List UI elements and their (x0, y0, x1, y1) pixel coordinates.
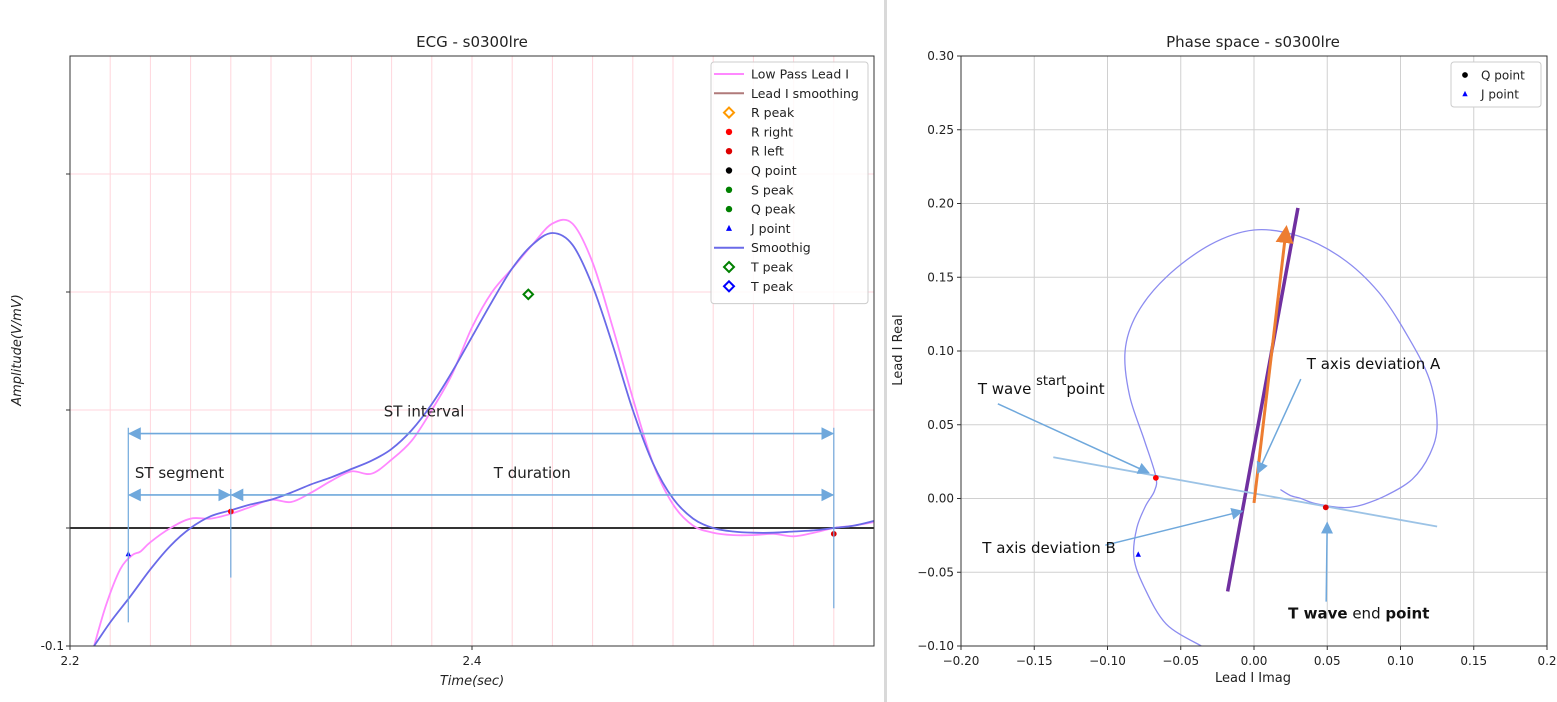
phase-annotation-label: T wave end point (1288, 605, 1429, 623)
ecg-legend-box (710, 61, 869, 305)
ecg-legend-swatch (726, 224, 732, 231)
phase-legend-label: Q point (1481, 69, 1525, 83)
phase-plot-area (1053, 207, 1438, 647)
ecg-legend-swatch (725, 186, 733, 193)
phase-x-axis-label: Lead I Imag (1215, 671, 1291, 686)
phase-y-tick-label: −0.10 (917, 639, 954, 653)
ecg-legend-swatch (722, 106, 736, 120)
phase-t-axis-line (1225, 207, 1300, 592)
ecg-chart-title: ECG - s0300lre (416, 33, 528, 51)
ecg-legend-label: S peak (751, 182, 794, 197)
phase-y-axis-label: Lead I Real (891, 314, 906, 385)
ecg-legend-swatch (722, 279, 736, 293)
phase-y-tick-label: 0.20 (927, 197, 954, 211)
phase-y-tick-label: 0.15 (927, 270, 954, 284)
ecg-legend: Low Pass Lead I Lead I smoothing R peak R r… (710, 61, 869, 305)
phase-x-tick-label: 0.15 (1460, 654, 1487, 668)
phase-annotation-label-part: point (1066, 380, 1104, 398)
phase-y-tick-label: 0.10 (927, 344, 954, 358)
ecg-legend-swatch (725, 205, 733, 213)
phase-annotation-arrow (1256, 378, 1302, 475)
phase-x-tick-label: −0.05 (1162, 654, 1199, 668)
ecg-legend-label: T peak (750, 279, 794, 294)
ecg-legend-label: J point (750, 221, 791, 236)
phase-legend-label: J point (1480, 88, 1519, 102)
panel-divider (884, 0, 887, 702)
ecg-x-tick-label: 2.4 (462, 654, 481, 668)
phase-x-tick-label: −0.20 (943, 654, 980, 668)
phase-x-tick-label: −0.15 (1016, 654, 1053, 668)
phase-x-tick-label: 0.00 (1241, 654, 1268, 668)
phase-annotation-arrow (1105, 507, 1244, 546)
ecg-ticks: 2.2 2.4 -0.1 (41, 173, 482, 668)
phase-annotation-label-part: end (1348, 605, 1386, 623)
phase-annotation-label-part: point (1385, 605, 1429, 623)
ecg-annotation-label: ST segment (135, 464, 224, 482)
phase-x-tick-label: −0.10 (1089, 654, 1126, 668)
phase-annotation-label-part: T wave (1288, 605, 1347, 623)
ecg-x-tick-label: 2.2 (60, 654, 79, 668)
ecg-legend-label: Smoothig (751, 240, 811, 255)
phase-y-tick-label: 0.25 (927, 123, 954, 137)
ecg-point-marker (522, 288, 535, 301)
ecg-legend-swatch (725, 128, 733, 136)
phase-legend: Q point J point (1450, 61, 1542, 108)
phase-annotation-arrow (997, 403, 1150, 474)
phase-annotation-arrow (1321, 521, 1334, 602)
ecg-series-line (93, 232, 875, 647)
phase-reference-line (1053, 456, 1438, 528)
phase-y-tick-label: 0.00 (927, 492, 954, 506)
ecg-legend-label: R left (751, 144, 784, 159)
ecg-annotation-label: T duration (493, 464, 571, 482)
phase-legend-swatch (1462, 72, 1468, 78)
phase-ticks: −0.20 −0.15 −0.10 −0.05 0.00 0.05 0.10 0.15 0.2 −… (917, 49, 1556, 668)
ecg-legend-label: Q point (751, 163, 797, 178)
phase-y-tick-label: −0.05 (917, 565, 954, 579)
ecg-legend-label: Low Pass Lead I (751, 67, 849, 82)
phase-x-tick-label: 0.05 (1314, 654, 1341, 668)
phase-point-marker (1135, 551, 1141, 557)
phase-point-marker (1152, 474, 1159, 481)
ecg-plot-area (70, 218, 875, 647)
phase-annotation-label-part: T wave (977, 380, 1036, 398)
ecg-legend-label: R peak (751, 105, 795, 120)
phase-t-vector-arrow (1252, 224, 1294, 504)
ecg-annotations: ST interval ST segment T duration (127, 403, 835, 623)
phase-y-tick-label: 0.05 (927, 418, 954, 432)
phase-chart-title: Phase space - s0300lre (1166, 33, 1340, 51)
phase-annotation-label: T axis deviation A (1306, 355, 1441, 373)
phase-annotation-label-part: start (1036, 374, 1066, 389)
ecg-legend-label: Lead I smoothing (751, 86, 859, 101)
phase-x-tick-label: 0.10 (1387, 654, 1414, 668)
ecg-x-axis-label: Time(sec) (440, 674, 504, 689)
phase-annotation-label: T axis deviation B (981, 539, 1116, 557)
phase-y-tick-label: 0.30 (927, 49, 954, 63)
ecg-legend-swatch (722, 260, 736, 274)
phase-annotation-label: T wave startpoint (977, 374, 1105, 398)
phase-point-marker (1322, 504, 1329, 511)
ecg-series-line (93, 218, 875, 647)
phase-chart: Phase space - s0300lre −0.20 −0.15 −0.10 −0… (891, 33, 1557, 686)
phase-x-tick-label: 0.2 (1537, 654, 1556, 668)
ecg-legend-label: T peak (750, 260, 794, 275)
phase-legend-box (1450, 61, 1542, 108)
ecg-chart: ECG - s0300lre 2.2 2.4 -0.1 Time(sec) Ampl… (10, 33, 875, 689)
ecg-y-axis-label: Amplitude(V/mV) (10, 294, 25, 407)
ecg-legend-swatch (725, 167, 733, 174)
ecg-legend-label: Q peak (751, 202, 796, 217)
ecg-annotation-label: ST interval (384, 403, 465, 421)
phase-trajectory (1124, 229, 1438, 647)
ecg-y-tick-label: -0.1 (41, 639, 64, 653)
ecg-legend-swatch (725, 148, 733, 155)
ecg-legend-label: R right (751, 124, 793, 139)
phase-legend-swatch (1462, 90, 1468, 97)
phase-grid (960, 55, 1548, 647)
